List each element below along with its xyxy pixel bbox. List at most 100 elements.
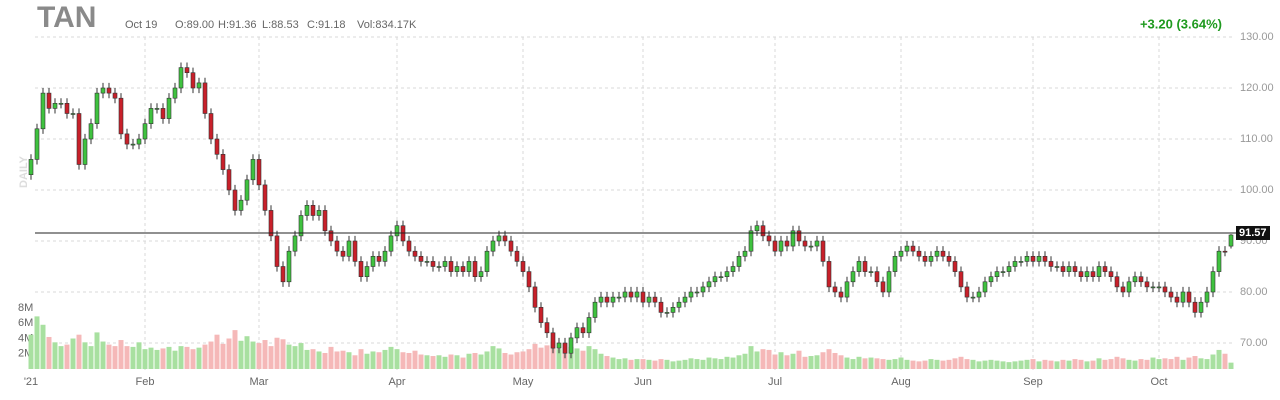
volume-bar — [256, 343, 262, 369]
volume-bar — [730, 357, 736, 369]
candle-body — [730, 266, 736, 272]
candle-body — [922, 255, 928, 262]
candle-body — [622, 291, 628, 298]
candle-body — [1012, 261, 1018, 267]
candle-body — [592, 301, 598, 318]
volume-bar — [280, 339, 286, 369]
volume-bar — [844, 357, 850, 369]
volume-bar — [124, 346, 130, 369]
volume-bar — [334, 351, 340, 369]
candle-body — [856, 261, 862, 272]
candle-body — [862, 261, 868, 272]
candle-body — [1138, 276, 1144, 283]
candle-body — [166, 97, 172, 119]
volume-bar — [1078, 359, 1084, 369]
candle-body — [1210, 271, 1216, 293]
candle-body — [316, 210, 322, 216]
volume-bar — [424, 355, 430, 369]
volume-bar — [826, 349, 832, 369]
volume-bar — [484, 351, 490, 369]
candle-body — [490, 240, 496, 252]
volume-bar — [712, 358, 718, 369]
volume-bar — [598, 353, 604, 369]
candle-body — [682, 296, 688, 303]
candle-body — [106, 87, 112, 94]
volume-bar — [1198, 358, 1204, 369]
last-price-badge — [1236, 225, 1270, 240]
candle-body — [886, 271, 892, 293]
candle-body — [796, 230, 802, 242]
candle-body — [652, 296, 658, 303]
volume-bar — [196, 347, 202, 369]
volume-bar — [724, 356, 730, 369]
volume-bar — [1090, 360, 1096, 369]
volume-bar — [994, 360, 1000, 369]
candle-body — [772, 240, 778, 252]
candle-body — [814, 240, 820, 247]
candle-body — [160, 108, 166, 119]
candle-body — [586, 317, 592, 334]
candle-body — [466, 261, 472, 272]
candle-body — [946, 255, 952, 262]
volume-bar — [1180, 359, 1186, 369]
candle-body — [142, 123, 148, 140]
candle-body — [1036, 255, 1042, 262]
candle-body — [1096, 266, 1102, 277]
candle-body — [76, 113, 82, 165]
candle-body — [724, 271, 730, 278]
candle-body — [658, 301, 664, 313]
volume-bar — [586, 346, 592, 369]
volume-bar — [976, 361, 982, 369]
volume-bar — [610, 357, 616, 369]
candle-body — [514, 250, 520, 262]
volume-bar — [556, 349, 562, 369]
candle-body — [544, 322, 550, 334]
candle-body — [1216, 250, 1222, 272]
volume-bar — [802, 356, 808, 369]
x-tick-label: Aug — [891, 376, 911, 388]
candle-body — [394, 225, 400, 237]
volume-bar — [574, 348, 580, 369]
candle-body — [1078, 271, 1084, 278]
candle-body — [496, 235, 502, 242]
open-text: O:89.00 — [175, 19, 214, 31]
volume-bar — [1072, 359, 1078, 369]
candle-body — [1168, 291, 1174, 298]
candle-body — [712, 276, 718, 283]
volume-bar — [406, 352, 412, 369]
volume-bar — [820, 352, 826, 369]
volume-bar — [346, 352, 352, 369]
volume-bar — [304, 349, 310, 369]
candle-body — [346, 240, 352, 257]
candle-body — [262, 184, 268, 211]
candle-body — [232, 189, 238, 211]
candle-body — [1102, 266, 1108, 272]
volume-bar — [274, 337, 280, 369]
candle-body — [478, 271, 484, 278]
candle-body — [718, 276, 724, 279]
candle-body — [508, 240, 514, 252]
candle-body — [100, 87, 106, 94]
candle-body — [322, 210, 328, 232]
volume-bar — [70, 338, 76, 369]
candle-body — [130, 143, 136, 146]
candle-body — [1006, 266, 1012, 272]
volume-bar — [436, 355, 442, 369]
candle-body — [28, 159, 34, 175]
volume-bar — [466, 353, 472, 369]
candle-body — [1150, 286, 1156, 289]
candle-body — [112, 92, 118, 99]
candle-body — [250, 159, 256, 181]
candle-body — [388, 235, 394, 252]
volume-bar — [64, 344, 70, 369]
candle-body — [376, 255, 382, 262]
volume-bar — [718, 359, 724, 369]
y-tick-label: 130.00 — [1240, 31, 1274, 43]
candle-body — [94, 92, 100, 124]
volume-bar — [244, 336, 250, 369]
candle-body — [916, 250, 922, 257]
volume-bar — [148, 347, 154, 369]
volume-bar — [1162, 358, 1168, 369]
volume-bar — [136, 342, 142, 369]
